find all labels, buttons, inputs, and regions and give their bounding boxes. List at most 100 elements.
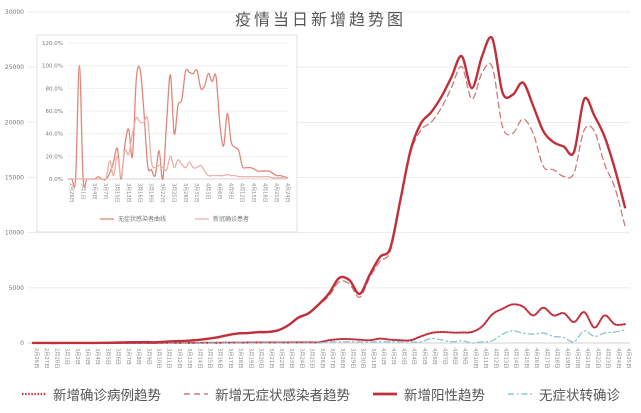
inset-x-tick-label: 3月16日	[136, 183, 142, 203]
x-tick-label: 4月9日	[462, 348, 469, 365]
series-line-1	[32, 303, 626, 345]
inset-x-tick-label: 4月15日	[250, 183, 256, 203]
inset-x-tick-label: 3月1日	[79, 183, 85, 199]
x-tick-label: 3月20日	[258, 348, 265, 368]
x-tick-label: 3月10日	[155, 348, 162, 368]
inset-y-tick-label: 120.0%	[42, 41, 63, 47]
x-tick-label: 4月24日	[615, 348, 622, 368]
x-tick-label: 4月3日	[400, 348, 407, 365]
inset-x-tick-label: 4月6日	[216, 183, 222, 199]
x-tick-label: 3月11日	[166, 348, 173, 368]
x-tick-label: 4月10日	[472, 348, 479, 368]
inset-x-tick-label: 3月22日	[159, 183, 165, 203]
series-line-2	[32, 62, 626, 344]
x-tick-label: 4月2日	[390, 348, 397, 365]
x-tick-label: 3月1日	[64, 348, 71, 365]
x-tick-label: 3月27日	[329, 348, 336, 368]
inset-x-tick-label: 3月19日	[148, 183, 154, 203]
y-tick-label: 25000	[5, 64, 24, 71]
x-tick-label: 3月17日	[227, 348, 234, 368]
inset-x-tick-label: 3月25日	[170, 183, 176, 203]
x-tick-label: 3月4日	[94, 348, 101, 365]
y-tick-label: 15000	[5, 175, 24, 182]
x-tick-label: 4月17日	[543, 348, 550, 368]
x-tick-label: 3月3日	[84, 348, 91, 365]
chart-title: 疫情当日新增趋势图	[234, 10, 406, 29]
x-tick-label: 3月25日	[309, 348, 316, 368]
inset-x-tick-label: 3月10日	[114, 183, 120, 203]
legend-item: 新增无症状感染者趋势	[183, 384, 350, 404]
inset-x-tick-label: 3月31日	[193, 183, 199, 203]
x-tick-label: 4月14日	[513, 348, 520, 368]
inset-legend-label: 新冠确诊患者	[213, 215, 249, 223]
inset-x-tick-label: 3月28日	[182, 183, 188, 203]
x-tick-label: 4月22日	[594, 348, 601, 368]
x-tick-label: 4月8日	[451, 348, 458, 365]
legend-item: 新增确诊病例趋势	[21, 384, 161, 404]
y-tick-label: 0	[20, 340, 24, 347]
x-tick-label: 4月18日	[554, 348, 561, 368]
legend-swatch	[22, 392, 46, 396]
x-tick-label: 4月4日	[411, 348, 418, 365]
x-tick-label: 4月23日	[605, 348, 612, 368]
inset-x-tick-label: 4月3日	[205, 183, 211, 199]
x-tick-label: 3月2日	[74, 348, 81, 365]
inset-x-tick-label: 3月13日	[125, 183, 131, 203]
inset-y-tick-label: 40.0%	[46, 132, 63, 138]
legend-label: 新增阳性趋势	[404, 388, 485, 404]
x-tick-label: 3月28日	[339, 348, 346, 368]
legend-label: 新增确诊病例趋势	[53, 388, 161, 404]
x-tick-label: 2月28日	[53, 348, 60, 368]
legend-swatch	[184, 393, 208, 395]
x-tick-label: 3月12日	[176, 348, 183, 368]
x-tick-label: 3月29日	[349, 348, 356, 368]
legend-label: 无症状转确诊	[539, 388, 620, 404]
inset-x-tick-label: 4月24日	[284, 183, 290, 203]
legend-swatch	[373, 392, 397, 396]
x-tick-label: 4月5日	[421, 348, 428, 365]
x-tick-label: 3月5日	[104, 348, 111, 365]
inset-x-tick-label: 4月12日	[239, 183, 245, 203]
inset-x-tick-label: 3月4日	[91, 183, 97, 199]
x-tick-label: 4月7日	[441, 348, 448, 365]
x-tick-label: 3月22日	[278, 348, 285, 368]
x-tick-label: 4月6日	[431, 348, 438, 365]
x-tick-label: 3月14日	[196, 348, 203, 368]
series-line-3	[31, 35, 627, 345]
legend-item: 新增阳性趋势	[372, 384, 485, 404]
inset-y-tick-label: 20.0%	[46, 154, 63, 160]
x-tick-label: 3月18日	[237, 348, 244, 368]
legend-swatch	[508, 393, 532, 395]
x-tick-label: 3月21日	[268, 348, 275, 368]
x-tick-label: 4月13日	[503, 348, 510, 368]
x-tick-label: 3月9日	[145, 348, 152, 365]
inset-y-tick-label: 80.0%	[46, 86, 63, 92]
x-tick-label: 3月30日	[360, 348, 367, 368]
x-tick-label: 3月8日	[135, 348, 142, 365]
x-tick-label: 4月16日	[533, 348, 540, 368]
x-tick-label: 3月26日	[319, 348, 326, 368]
x-tick-label: 3月7日	[125, 348, 132, 365]
inset-y-tick-label: 60.0%	[46, 109, 63, 115]
inset-series-line-2	[68, 115, 288, 181]
x-tick-label: 4月20日	[574, 348, 581, 368]
x-tick-label: 3月13日	[186, 348, 193, 368]
x-tick-label: 4月11日	[482, 348, 489, 368]
x-tick-label: 4月1日	[380, 348, 387, 365]
inset-y-tick-label: 0.0%	[49, 177, 63, 183]
y-tick-label: 10000	[5, 230, 24, 237]
legend-label: 新增无症状感染者趋势	[215, 388, 350, 404]
x-tick-label: 3月19日	[247, 348, 254, 368]
inset-x-tick-label: 4月18日	[261, 183, 267, 203]
x-tick-label: 2月26日	[33, 348, 40, 368]
x-tick-label: 3月15日	[207, 348, 214, 368]
x-tick-label: 4月19日	[564, 348, 571, 368]
x-tick-label: 4月15日	[523, 348, 530, 368]
legend-item: 无症状转确诊	[507, 384, 620, 404]
inset-legend-label: 无症状感染者曲线	[118, 215, 166, 223]
x-tick-label: 3月16日	[217, 348, 224, 368]
x-tick-label: 3月31日	[370, 348, 377, 368]
y-tick-label: 20000	[5, 119, 24, 126]
